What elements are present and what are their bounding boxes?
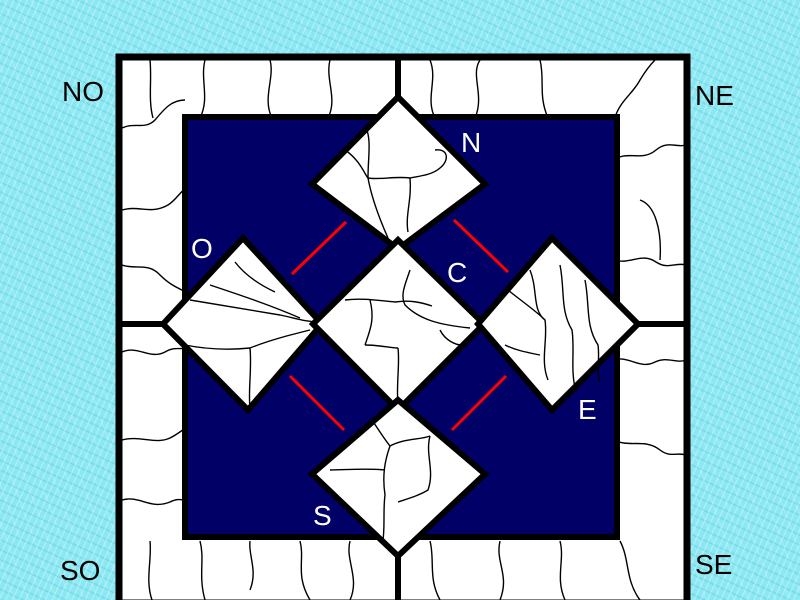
diamond-o — [158, 233, 327, 415]
label-no: NO — [62, 76, 104, 107]
label-ne: NE — [695, 80, 734, 111]
diamond-e — [474, 233, 643, 415]
label-c: C — [447, 257, 468, 288]
label-o: O — [191, 233, 213, 264]
connector-lines — [288, 218, 510, 432]
diamond-s — [307, 396, 490, 561]
label-se: SE — [695, 549, 733, 580]
label-e: E — [578, 394, 597, 425]
label-n: N — [461, 127, 482, 158]
label-s: S — [313, 500, 332, 531]
label-so: SO — [60, 555, 101, 586]
